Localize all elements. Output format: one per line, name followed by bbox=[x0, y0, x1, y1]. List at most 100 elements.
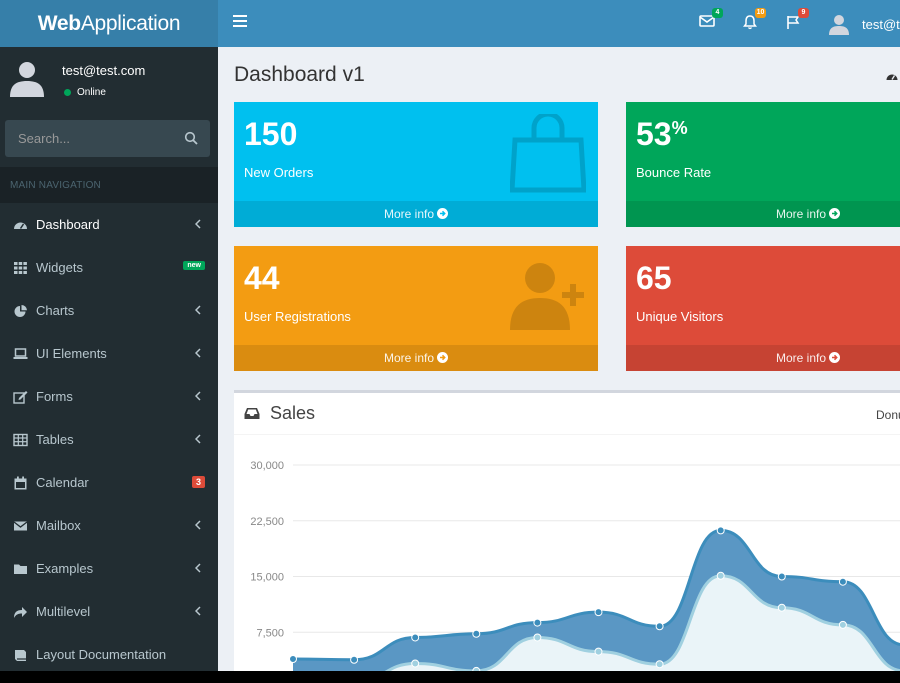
data-point[interactable] bbox=[411, 633, 420, 642]
data-point[interactable] bbox=[838, 620, 847, 629]
user-avatar bbox=[10, 62, 44, 97]
data-point[interactable] bbox=[838, 577, 847, 586]
sidebar-item-examples[interactable]: Examples bbox=[0, 547, 218, 590]
more-info-link[interactable]: More info bbox=[234, 345, 598, 371]
user-panel-name: test@test.com bbox=[62, 63, 146, 78]
chevron-left-icon bbox=[195, 305, 201, 315]
user-avatar-icon bbox=[829, 15, 849, 35]
page-title: Dashboard v1 bbox=[234, 63, 365, 86]
sales-box-header: Sales Donut bbox=[234, 393, 900, 435]
user-menu[interactable]: test@test.com bbox=[828, 11, 900, 37]
user-menu-name: test@test.com bbox=[862, 16, 900, 32]
notifications-menu[interactable]: 10 bbox=[742, 8, 766, 32]
sidebar-item-ui-elements[interactable]: UI Elements bbox=[0, 332, 218, 375]
sidebar-item-calendar[interactable]: Calendar 3 bbox=[0, 461, 218, 504]
y-tick-label: 22,500 bbox=[250, 516, 284, 528]
search-icon[interactable] bbox=[184, 131, 198, 145]
data-point[interactable] bbox=[350, 655, 359, 664]
arrow-circle-right-icon bbox=[829, 208, 841, 219]
series-line-1 bbox=[384, 574, 900, 671]
sidebar-item-multilevel[interactable]: Multilevel bbox=[0, 590, 218, 633]
shopping-bag-icon bbox=[510, 114, 586, 193]
more-info-label: More info bbox=[775, 207, 827, 221]
tasks-badge: 9 bbox=[798, 8, 809, 18]
arrow-circle-right-icon bbox=[437, 352, 449, 363]
calendar-icon bbox=[14, 476, 27, 489]
chevron-left-icon bbox=[195, 391, 201, 401]
envelope-icon bbox=[699, 15, 715, 27]
sidebar-item-label: Calendar bbox=[36, 475, 89, 490]
data-point[interactable] bbox=[655, 660, 664, 669]
stat-label: User Registrations bbox=[244, 309, 351, 324]
data-point[interactable] bbox=[472, 666, 481, 671]
sales-title: Sales bbox=[270, 403, 316, 423]
inbox-icon bbox=[244, 408, 260, 419]
y-tick-label: 15,000 bbox=[250, 572, 284, 584]
stat-label: New Orders bbox=[244, 165, 314, 180]
data-point[interactable] bbox=[533, 633, 542, 642]
sidebar-item-widgets[interactable]: Widgets new bbox=[0, 246, 218, 289]
sidebar-item-dashboard[interactable]: Dashboard bbox=[0, 203, 218, 246]
more-info-link[interactable]: More info bbox=[626, 201, 900, 227]
logo-rest: Application bbox=[80, 12, 181, 35]
dashboard-breadcrumb-icon[interactable] bbox=[886, 70, 898, 82]
more-info-label: More info bbox=[383, 351, 435, 365]
chevron-left-icon bbox=[195, 563, 201, 573]
folder-icon bbox=[14, 564, 27, 574]
flag-icon bbox=[787, 16, 800, 29]
app-logo[interactable]: WebApplication bbox=[0, 0, 218, 47]
stat-box-user-registrations: 44 User Registrations More info bbox=[234, 246, 598, 371]
sidebar-toggle-icon[interactable] bbox=[233, 15, 247, 31]
sidebar-item-label: UI Elements bbox=[36, 346, 107, 361]
sales-box: Sales Donut 30,000 22,500 15,000 7,500 bbox=[234, 390, 900, 671]
arrow-circle-right-icon bbox=[437, 208, 449, 219]
data-point[interactable] bbox=[411, 659, 420, 668]
sidebar-item-label: Layout Documentation bbox=[36, 647, 167, 662]
widgets-icon bbox=[14, 261, 27, 274]
y-tick-label: 30,000 bbox=[250, 460, 284, 472]
sidebar-item-forms[interactable]: Forms bbox=[0, 375, 218, 418]
stat-box-unique-visitors: 65 Unique Visitors More info bbox=[626, 246, 900, 371]
book-icon bbox=[15, 649, 26, 661]
sidebar-item-charts[interactable]: Charts bbox=[0, 289, 218, 332]
more-info-link[interactable]: More info bbox=[234, 201, 598, 227]
sidebar-item-tables[interactable]: Tables bbox=[0, 418, 218, 461]
stat-number: 65 bbox=[636, 260, 672, 296]
data-point[interactable] bbox=[594, 608, 603, 617]
data-point[interactable] bbox=[716, 571, 725, 580]
data-point[interactable] bbox=[716, 526, 725, 535]
share-icon bbox=[14, 606, 27, 618]
data-point[interactable] bbox=[472, 629, 481, 638]
sidebar-item-label: Mailbox bbox=[36, 518, 81, 533]
more-info-label: More info bbox=[775, 351, 827, 365]
data-point[interactable] bbox=[777, 572, 786, 581]
tab-donut[interactable]: Donut bbox=[876, 408, 900, 422]
sidebar-item-label: Charts bbox=[36, 303, 75, 318]
stat-label: Unique Visitors bbox=[636, 309, 724, 324]
tasks-menu[interactable]: 9 bbox=[785, 8, 809, 32]
data-point[interactable] bbox=[655, 622, 664, 631]
stat-label: Bounce Rate bbox=[636, 165, 712, 180]
data-point[interactable] bbox=[289, 655, 297, 664]
edit-icon bbox=[13, 390, 28, 404]
data-point[interactable] bbox=[533, 618, 542, 627]
chevron-left-icon bbox=[195, 434, 201, 444]
main-content: Dashboard v1 150 New Orders More info 53… bbox=[218, 47, 900, 671]
sidebar-item-label: Examples bbox=[36, 561, 94, 576]
sales-area-chart: 30,000 22,500 15,000 7,500 bbox=[250, 460, 900, 671]
data-point[interactable] bbox=[777, 603, 786, 612]
data-point[interactable] bbox=[594, 647, 603, 656]
user-status-text: Online bbox=[77, 87, 106, 98]
messages-menu[interactable]: 4 bbox=[699, 8, 723, 32]
sidebar-item-mailbox[interactable]: Mailbox bbox=[0, 504, 218, 547]
chevron-left-icon bbox=[195, 219, 201, 229]
sidebar-menu: Dashboard Widgets new Charts UI Elements bbox=[0, 203, 218, 671]
sidebar-search-input[interactable]: Search... bbox=[5, 120, 210, 157]
sidebar-item-layout-documentation[interactable]: Layout Documentation bbox=[0, 633, 218, 671]
more-info-link[interactable]: More info bbox=[626, 345, 900, 371]
calendar-count-badge: 3 bbox=[191, 476, 205, 488]
bell-icon bbox=[743, 15, 757, 30]
sidebar-item-label: Multilevel bbox=[36, 604, 91, 619]
chevron-left-icon bbox=[195, 606, 201, 616]
